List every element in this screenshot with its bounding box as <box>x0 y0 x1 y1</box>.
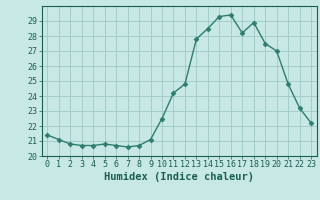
X-axis label: Humidex (Indice chaleur): Humidex (Indice chaleur) <box>104 172 254 182</box>
